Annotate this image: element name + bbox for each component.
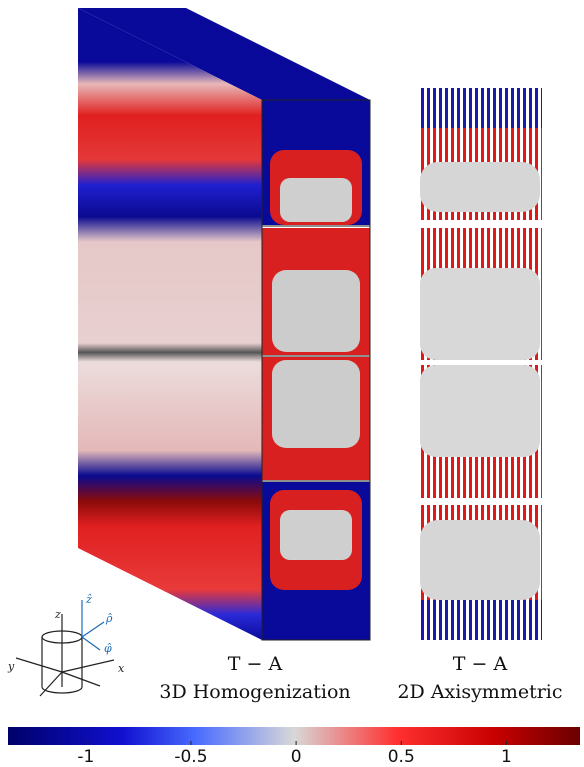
colorbar	[8, 727, 580, 745]
panel-method: T − A	[228, 653, 283, 675]
colorbar-tick-label: 1	[501, 747, 512, 767]
figure: z y x ẑ ρ̂ φ̂ T − A 3D Homogenization T …	[0, 0, 584, 767]
colorbar-tick-label: -1	[77, 747, 94, 767]
panel-method: T − A	[453, 653, 508, 675]
colorbar-tick-label: -0.5	[174, 747, 207, 767]
axis-label: z	[54, 608, 61, 621]
front-faces	[262, 100, 370, 640]
colorbar-tick-label: 0.5	[388, 747, 415, 767]
panel-label: 2D Axisymmetric	[397, 681, 562, 703]
panel-label: 3D Homogenization	[159, 681, 350, 703]
colorbar-tick-label: 0	[291, 747, 302, 767]
side-face	[78, 8, 262, 640]
axis-label: ẑ	[85, 593, 92, 606]
axisymmetric-model	[418, 88, 542, 640]
axis-label: x	[118, 662, 125, 675]
homogenization-model	[78, 8, 370, 640]
axis-label: ρ̂	[105, 612, 113, 625]
axes-icon	[16, 600, 114, 696]
axis-label: φ̂	[104, 642, 112, 655]
axis-label: y	[7, 660, 15, 673]
